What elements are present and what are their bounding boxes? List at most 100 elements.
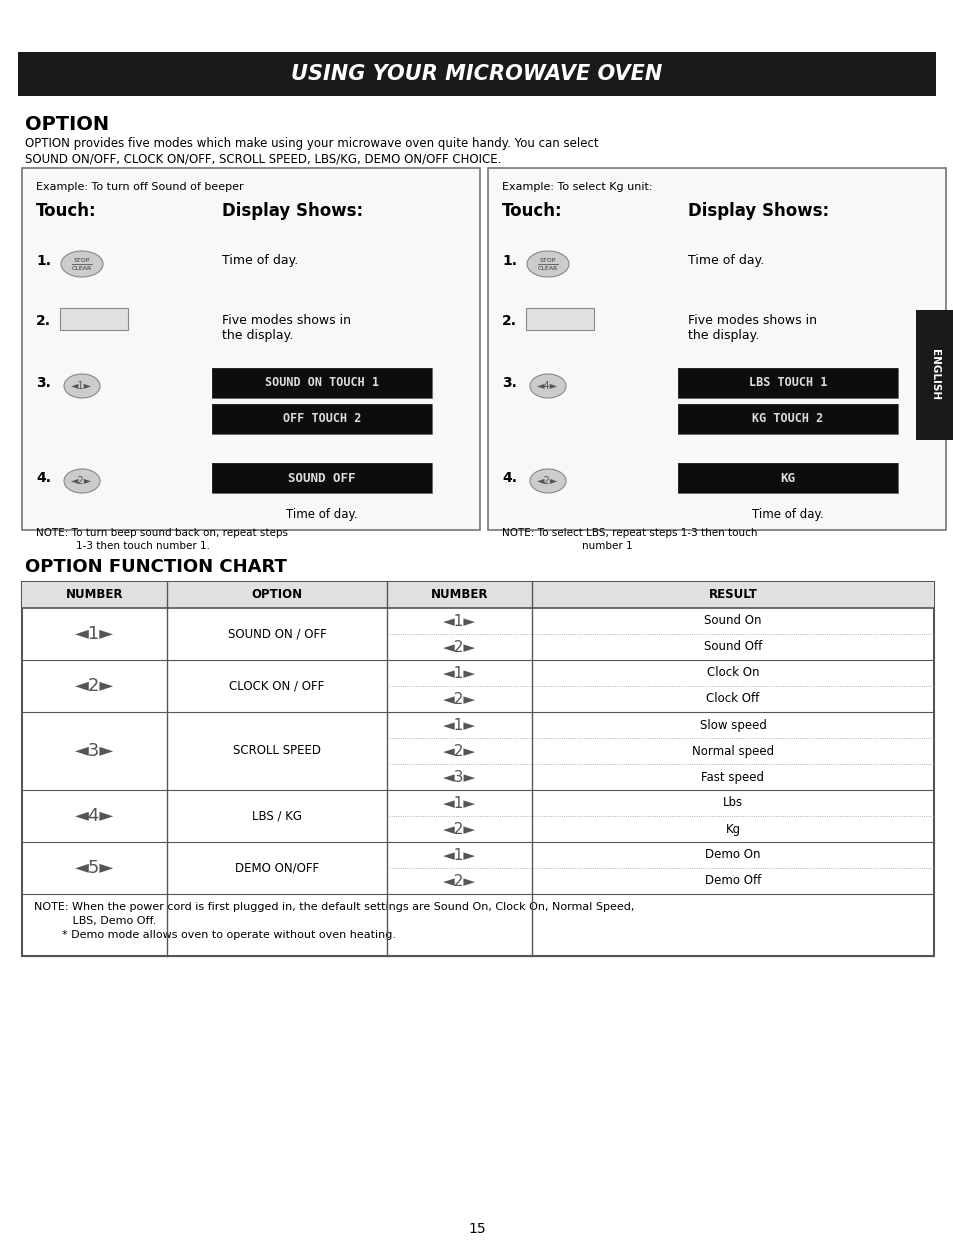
Text: Touch:: Touch: — [501, 202, 562, 220]
Text: ◄2►: ◄2► — [442, 873, 476, 888]
Text: Five modes shows in
the display.: Five modes shows in the display. — [687, 314, 816, 342]
Text: USING YOUR MICROWAVE OVEN: USING YOUR MICROWAVE OVEN — [291, 65, 662, 84]
Text: ◄1►: ◄1► — [442, 795, 476, 811]
Text: 4.: 4. — [36, 471, 51, 484]
Text: Clock Off: Clock Off — [705, 693, 759, 705]
Text: NOTE: When the power cord is first plugged in, the default settings are Sound On: NOTE: When the power cord is first plugg… — [34, 902, 634, 912]
Text: ◄1►: ◄1► — [442, 718, 476, 733]
Ellipse shape — [526, 251, 568, 277]
Text: 4.: 4. — [501, 471, 517, 484]
Bar — [678, 404, 897, 433]
Ellipse shape — [64, 374, 100, 397]
Text: ◄3►: ◄3► — [442, 770, 476, 785]
Text: OPTION: OPTION — [252, 589, 302, 601]
Text: 2.: 2. — [501, 314, 517, 328]
Ellipse shape — [64, 469, 100, 493]
Bar — [678, 463, 897, 493]
Text: KG TOUCH 2: KG TOUCH 2 — [752, 412, 822, 426]
Text: ◄4►: ◄4► — [74, 807, 114, 825]
Text: OFF TOUCH 2: OFF TOUCH 2 — [282, 412, 361, 426]
Text: Kg: Kg — [724, 822, 740, 836]
Bar — [22, 168, 479, 530]
Text: SOUND ON/OFF, CLOCK ON/OFF, SCROLL SPEED, LBS/KG, DEMO ON/OFF CHOICE.: SOUND ON/OFF, CLOCK ON/OFF, SCROLL SPEED… — [25, 152, 501, 165]
Text: Sound Off: Sound Off — [703, 641, 761, 653]
Ellipse shape — [61, 251, 103, 277]
Bar — [915, 310, 953, 440]
Text: Slow speed: Slow speed — [699, 719, 765, 732]
Bar — [678, 463, 897, 493]
Text: OPTION FUNCTION CHART: OPTION FUNCTION CHART — [25, 558, 287, 576]
Text: Time of day.: Time of day. — [286, 508, 357, 520]
Text: LBS / KG: LBS / KG — [252, 810, 302, 822]
Text: Time of day.: Time of day. — [687, 255, 763, 267]
Text: ◄2►: ◄2► — [74, 677, 114, 696]
Text: ◄1►: ◄1► — [71, 381, 92, 391]
Text: Example: To turn off Sound of beeper: Example: To turn off Sound of beeper — [36, 183, 243, 193]
Text: ◄3►: ◄3► — [74, 741, 114, 760]
Bar — [488, 168, 945, 530]
Text: * Demo mode allows oven to operate without oven heating.: * Demo mode allows oven to operate witho… — [34, 930, 395, 940]
Text: OPTION provides five modes which make using your microwave oven quite handy. You: OPTION provides five modes which make us… — [25, 137, 598, 150]
Text: Demo On: Demo On — [704, 848, 760, 862]
Text: DEMO ON/OFF: DEMO ON/OFF — [234, 862, 318, 874]
Text: ◄4►: ◄4► — [537, 381, 558, 391]
Text: SCROLL SPEED: SCROLL SPEED — [233, 744, 320, 758]
Text: NOTE: To select LBS, repeat steps 1-3 then touch: NOTE: To select LBS, repeat steps 1-3 th… — [501, 528, 757, 538]
Text: Display Shows:: Display Shows: — [687, 202, 828, 220]
Text: 2.: 2. — [36, 314, 51, 328]
Text: ◄2►: ◄2► — [71, 476, 92, 486]
Text: 1.: 1. — [501, 255, 517, 268]
Text: ◄1►: ◄1► — [442, 847, 476, 862]
Text: CLEAR: CLEAR — [71, 267, 92, 272]
Text: LBS, Demo Off.: LBS, Demo Off. — [34, 917, 156, 927]
Text: OPTION: OPTION — [536, 312, 583, 322]
Text: number 1: number 1 — [581, 542, 632, 551]
Text: STOP: STOP — [73, 257, 91, 262]
Text: Normal speed: Normal speed — [691, 744, 773, 758]
Bar — [60, 308, 128, 330]
Bar — [18, 52, 935, 96]
Bar — [678, 368, 897, 397]
Text: Sound On: Sound On — [703, 615, 760, 627]
Text: 3.: 3. — [501, 376, 517, 390]
Text: CLOCK ON / OFF: CLOCK ON / OFF — [229, 679, 324, 693]
Text: NUMBER: NUMBER — [66, 589, 123, 601]
Text: Example: To select Kg unit:: Example: To select Kg unit: — [501, 183, 652, 193]
Text: 15: 15 — [468, 1222, 485, 1236]
Text: ◄5►: ◄5► — [74, 859, 114, 877]
Bar — [212, 368, 432, 397]
Text: KG: KG — [780, 472, 795, 484]
Text: Five modes shows in
the display.: Five modes shows in the display. — [222, 314, 351, 342]
Text: NOTE: To turn beep sound back on, repeat steps: NOTE: To turn beep sound back on, repeat… — [36, 528, 288, 538]
Text: ◄2►: ◄2► — [442, 821, 476, 837]
Bar — [678, 404, 897, 433]
Ellipse shape — [530, 374, 565, 397]
Text: ◄2►: ◄2► — [537, 476, 558, 486]
Text: Fast speed: Fast speed — [700, 770, 763, 784]
Text: 1-3 then touch number 1.: 1-3 then touch number 1. — [76, 542, 210, 551]
Text: 3.: 3. — [36, 376, 51, 390]
Text: Time of day.: Time of day. — [222, 255, 298, 267]
Text: SOUND OFF: SOUND OFF — [288, 472, 355, 484]
Text: ◄1►: ◄1► — [442, 666, 476, 681]
Text: ◄1►: ◄1► — [75, 625, 114, 643]
Text: ◄2►: ◄2► — [442, 744, 476, 759]
Text: Display Shows:: Display Shows: — [222, 202, 363, 220]
Bar — [22, 582, 933, 956]
Text: SOUND ON / OFF: SOUND ON / OFF — [228, 627, 326, 641]
Bar — [525, 308, 594, 330]
Text: NUMBER: NUMBER — [431, 589, 488, 601]
Text: ◄1►: ◄1► — [442, 614, 476, 628]
Text: Time of day.: Time of day. — [751, 508, 823, 520]
Text: OPTION: OPTION — [25, 116, 109, 134]
Text: 1.: 1. — [36, 255, 51, 268]
Text: ◄2►: ◄2► — [442, 692, 476, 707]
Ellipse shape — [530, 469, 565, 493]
Text: ◄2►: ◄2► — [442, 640, 476, 655]
Text: Clock On: Clock On — [706, 667, 759, 679]
Text: OPTION: OPTION — [70, 312, 118, 322]
Text: Touch:: Touch: — [36, 202, 96, 220]
Bar — [212, 463, 432, 493]
Text: Lbs: Lbs — [722, 796, 742, 810]
Text: ENGLISH: ENGLISH — [929, 349, 939, 401]
